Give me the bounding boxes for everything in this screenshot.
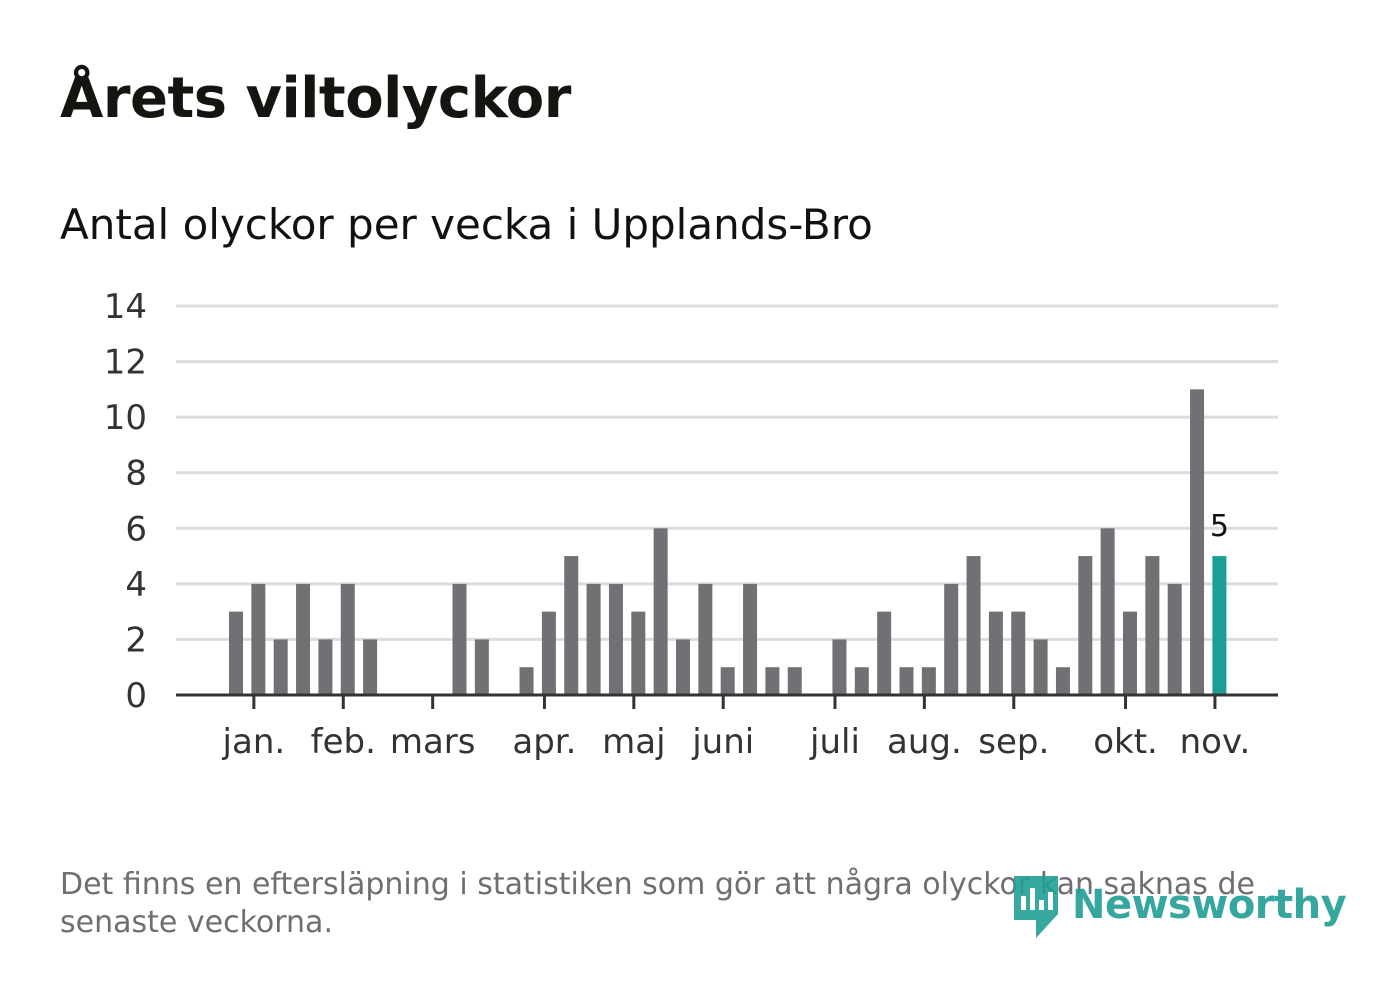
bar bbox=[608, 583, 623, 695]
bar bbox=[251, 583, 266, 695]
bar bbox=[340, 583, 355, 695]
bar bbox=[586, 583, 601, 695]
bar bbox=[1167, 583, 1182, 695]
y-tick-label: 4 bbox=[125, 565, 147, 605]
bar-latest-week bbox=[1212, 556, 1227, 695]
bar bbox=[519, 667, 534, 695]
data-labels: 5 bbox=[1210, 509, 1229, 544]
y-tick-label: 6 bbox=[125, 509, 147, 549]
bar bbox=[1190, 389, 1205, 695]
bar bbox=[564, 556, 579, 695]
x-tick-label: mars bbox=[390, 722, 476, 762]
newsworthy-icon bbox=[1014, 876, 1058, 938]
bar bbox=[229, 611, 243, 695]
bar bbox=[1100, 528, 1115, 695]
x-tick-label: sep. bbox=[978, 722, 1049, 762]
x-tick-label: juni bbox=[691, 722, 754, 762]
chart-subtitle: Antal olyckor per vecka i Upplands-Bro bbox=[60, 200, 873, 249]
bar bbox=[944, 583, 959, 695]
x-tick-label: feb. bbox=[311, 722, 376, 762]
bar bbox=[318, 639, 333, 695]
bar bbox=[1055, 667, 1070, 695]
bar bbox=[631, 611, 646, 695]
bar bbox=[1145, 556, 1160, 695]
bar bbox=[787, 667, 802, 695]
newsworthy-logo[interactable]: Newsworthy bbox=[1010, 870, 1347, 940]
bar bbox=[832, 639, 847, 695]
bar bbox=[720, 667, 735, 695]
bar-chart: 0 2 4 6 8 10 12 14 jan. feb. mars apr. maj juni juli a… bbox=[104, 287, 1278, 762]
bar bbox=[854, 667, 869, 695]
bar bbox=[1033, 639, 1048, 695]
y-tick-label: 8 bbox=[125, 454, 147, 494]
bar bbox=[474, 639, 489, 695]
x-tick-label: nov. bbox=[1180, 722, 1251, 762]
bar bbox=[541, 611, 556, 695]
bar bbox=[273, 639, 288, 695]
newsworthy-wordmark: Newsworthy bbox=[1072, 882, 1347, 928]
bar bbox=[921, 667, 936, 695]
x-tick-label: jan. bbox=[222, 722, 286, 762]
y-tick-label: 14 bbox=[104, 287, 147, 327]
y-tick-label: 2 bbox=[125, 620, 147, 660]
latest-value-label: 5 bbox=[1210, 509, 1229, 544]
gridlines bbox=[176, 304, 1278, 641]
bar bbox=[698, 583, 713, 695]
bar bbox=[877, 611, 892, 695]
bar bbox=[1123, 611, 1137, 695]
x-tick-label: aug. bbox=[887, 722, 962, 762]
x-tick-label: apr. bbox=[512, 722, 576, 762]
chart-title: Årets viltolyckor bbox=[60, 66, 571, 131]
bar bbox=[765, 667, 780, 695]
bar bbox=[1011, 611, 1026, 695]
bar bbox=[966, 556, 981, 695]
x-tick-label: okt. bbox=[1093, 722, 1158, 762]
x-tick-label: maj bbox=[602, 722, 665, 762]
bar bbox=[743, 583, 758, 695]
bar bbox=[1078, 556, 1093, 695]
bar bbox=[899, 667, 914, 695]
bars bbox=[229, 389, 1227, 695]
bar bbox=[296, 583, 311, 695]
y-tick-label: 10 bbox=[104, 398, 147, 438]
x-tick-label: juli bbox=[809, 722, 860, 762]
bar bbox=[653, 528, 668, 695]
y-tick-label: 0 bbox=[125, 676, 147, 716]
y-tick-label: 12 bbox=[104, 343, 147, 383]
bar bbox=[452, 583, 467, 695]
x-axis: jan. feb. mars apr. maj juni juli aug. sep. okt. n… bbox=[222, 695, 1251, 762]
bar bbox=[363, 639, 378, 695]
bar bbox=[676, 639, 690, 695]
y-axis: 0 2 4 6 8 10 12 14 bbox=[104, 287, 147, 716]
bar bbox=[988, 611, 1003, 695]
